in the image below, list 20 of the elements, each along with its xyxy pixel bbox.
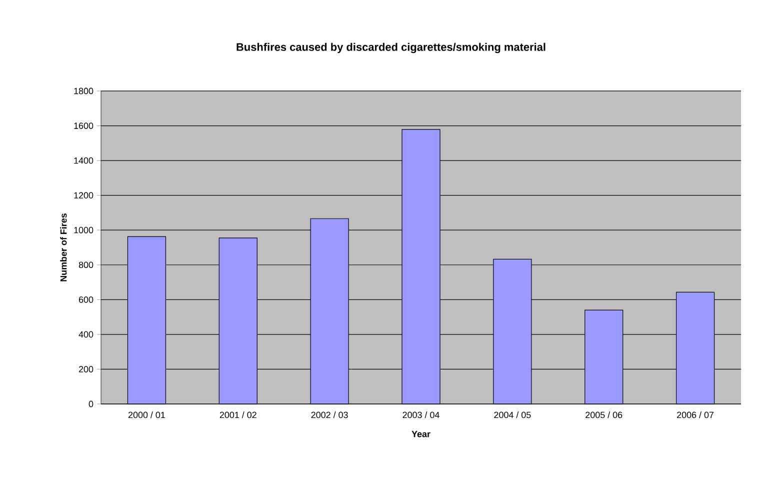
y-tick-label: 400 — [78, 331, 94, 338]
x-tick-label: 2003 / 04 — [402, 412, 440, 418]
y-tick-label: 1600 — [74, 122, 94, 129]
y-tick-label: 1400 — [74, 157, 94, 164]
y-tick-label: 200 — [78, 366, 94, 372]
x-tick-label: 2005 / 06 — [586, 412, 622, 418]
x-tick-label: 2002 / 03 — [311, 412, 348, 418]
y-tick-label: 1200 — [74, 192, 94, 198]
y-tick-label: 1000 — [74, 226, 94, 234]
x-axis-title: Year — [412, 430, 430, 438]
y-tick-label: 0 — [88, 400, 94, 408]
x-tick-label: 2004 / 05 — [494, 412, 531, 418]
y-tick-label: 1800 — [74, 88, 94, 94]
y-axis-title: Number of Fires — [60, 213, 67, 282]
x-tick-label: 2006 / 07 — [677, 412, 714, 418]
x-tick-label: 2001 / 02 — [220, 412, 256, 418]
x-tick-label: 2000 / 01 — [128, 412, 165, 418]
y-tick-label: 800 — [78, 262, 94, 268]
y-tick-label: 600 — [78, 296, 94, 303]
chart-title: Bushfires caused by discarded cigarettes/smoking material — [236, 42, 546, 54]
